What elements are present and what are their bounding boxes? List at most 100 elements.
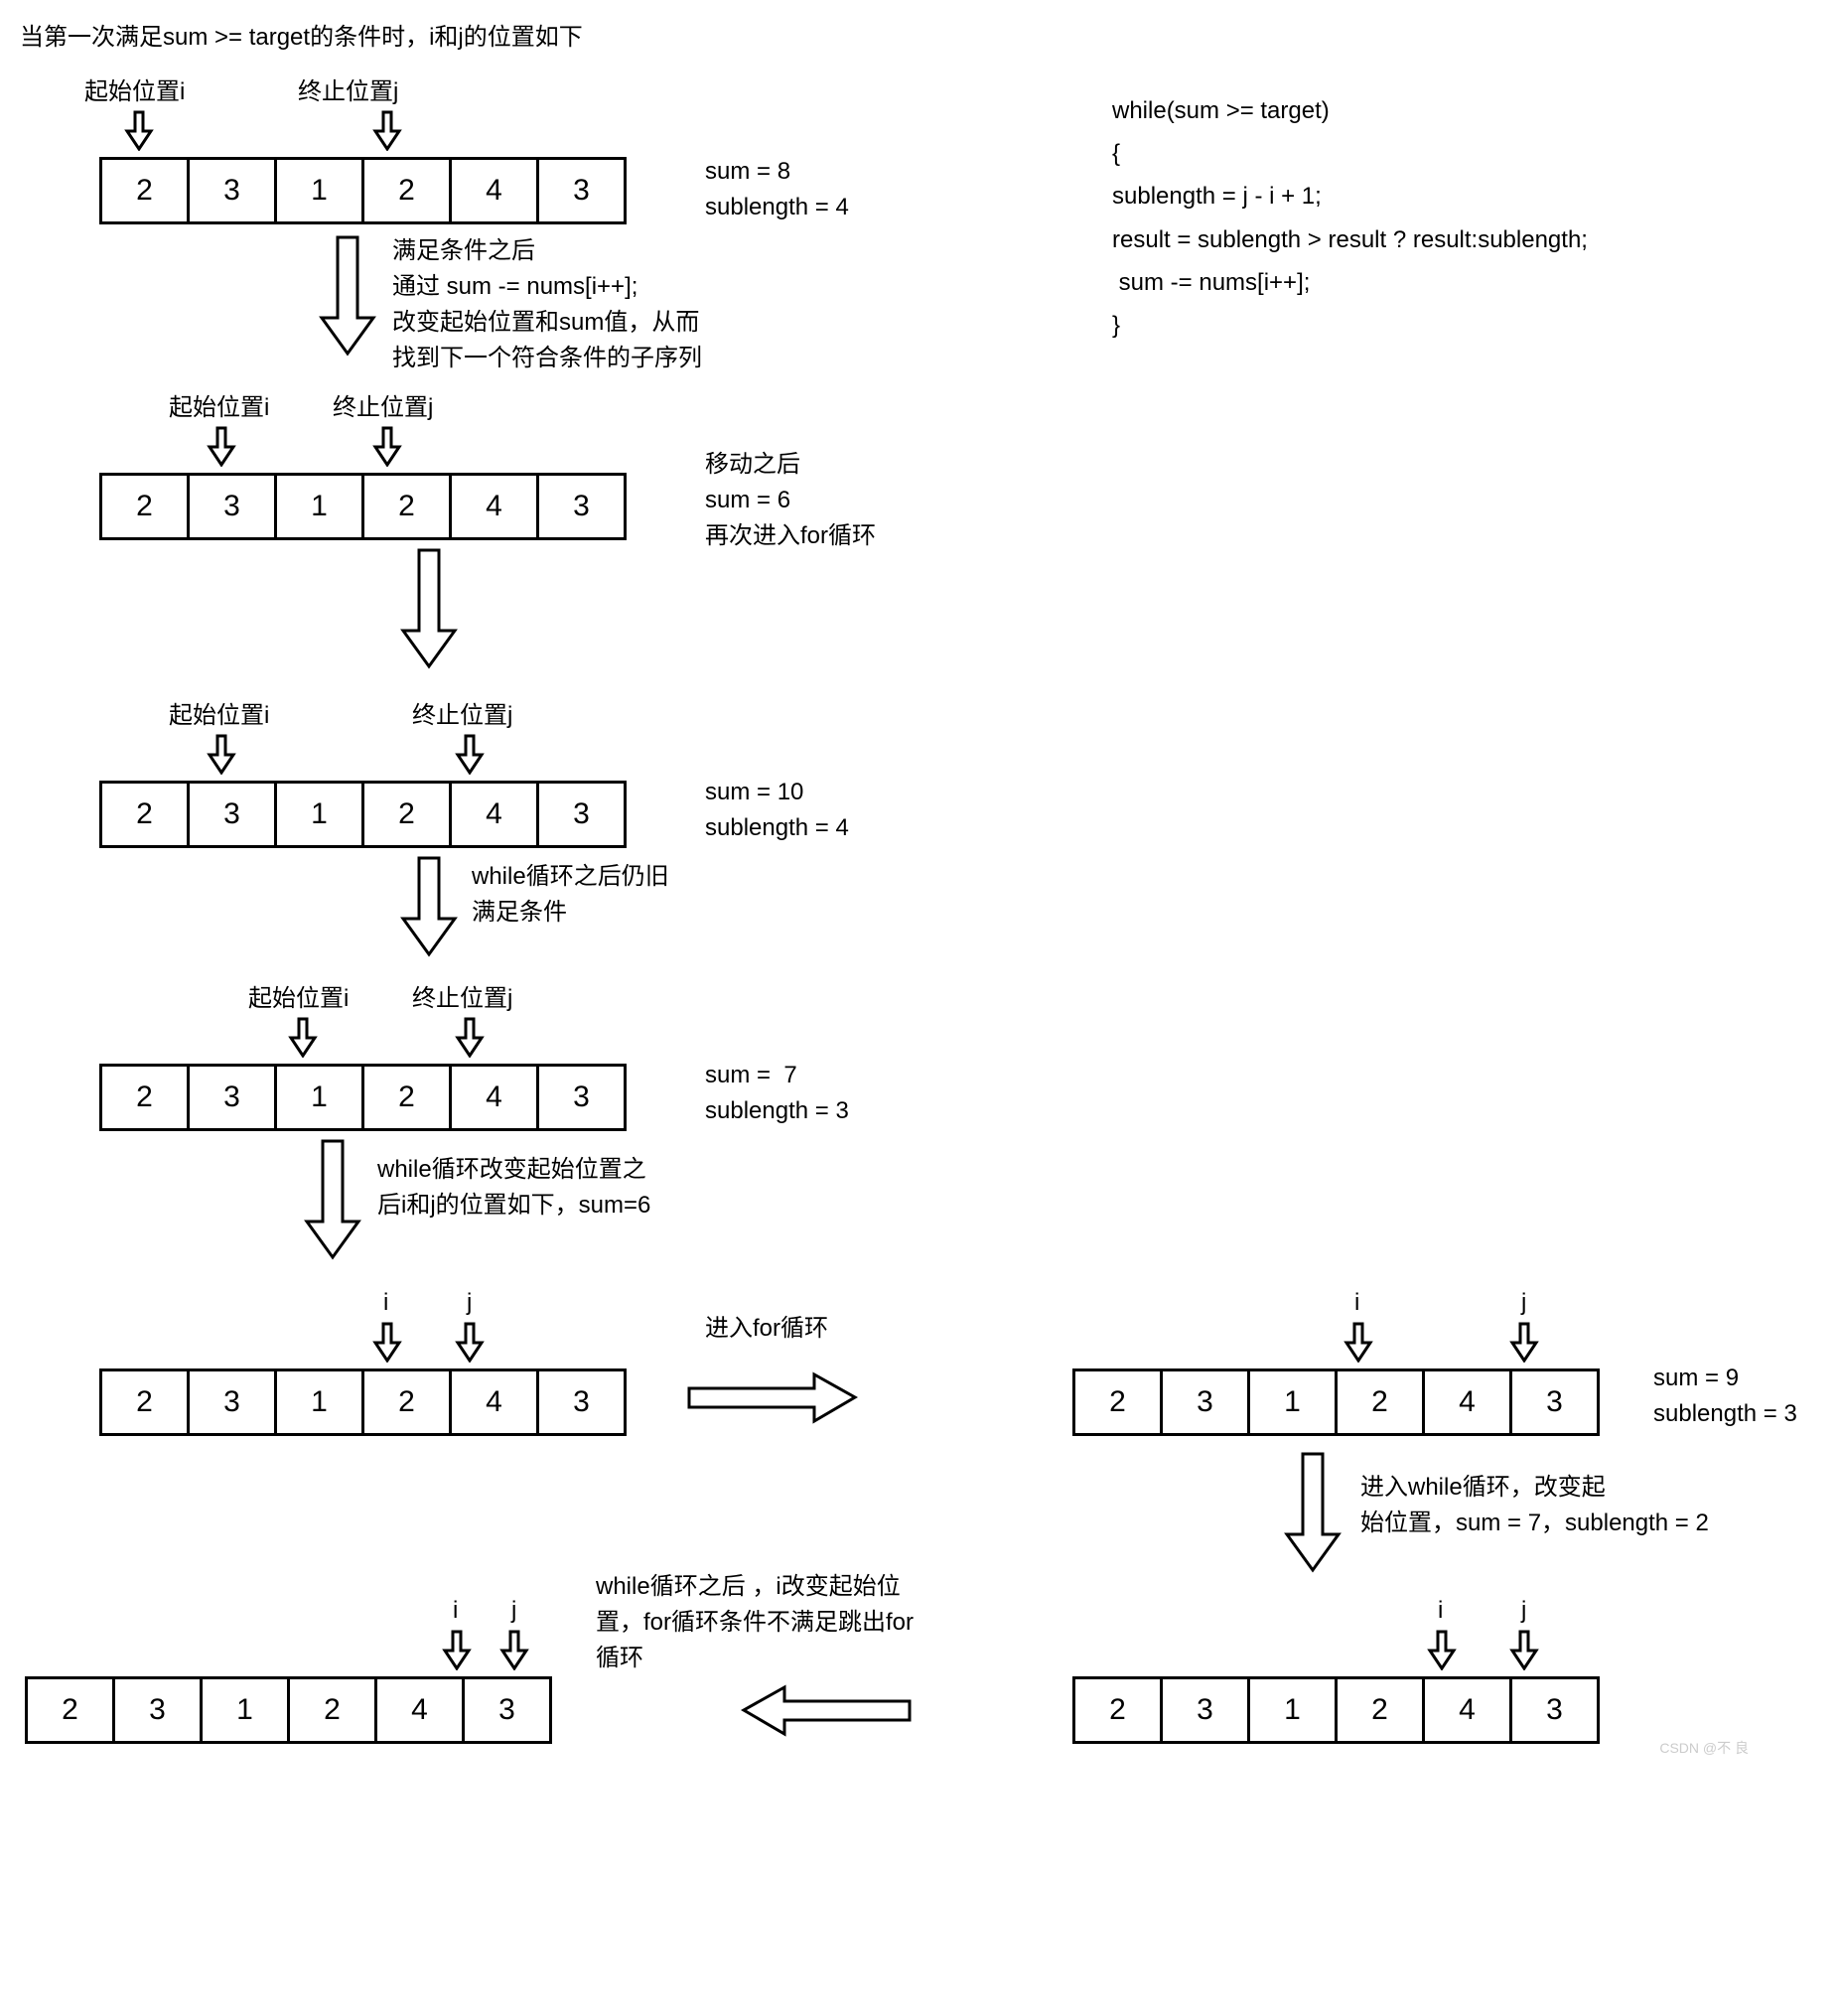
pointer-i-label: 起始位置i [248, 978, 349, 1013]
array-cell: 2 [287, 1676, 377, 1744]
array-cell: 2 [361, 157, 452, 224]
array-cell: 3 [187, 473, 277, 540]
pointer-j-label: 终止位置j [298, 72, 398, 106]
array-cell: 2 [1072, 1368, 1163, 1436]
array-row: 231243 [99, 473, 627, 540]
transition-text: 满足条件之后 通过 sum -= nums[i++]; 改变起始位置和sum值，… [392, 233, 702, 376]
array-cell: 3 [187, 157, 277, 224]
array-cell: 4 [449, 1368, 539, 1436]
pointer-j-label: 终止位置j [412, 695, 512, 730]
down-arrow-icon [455, 1016, 485, 1058]
array-cell: 2 [361, 781, 452, 848]
down-arrow-icon [207, 733, 236, 775]
transition-text: while循环之后 ，i改变起始位 置，for循环条件不满足跳出for 循环 [596, 1569, 914, 1676]
array-cell: 3 [536, 1368, 627, 1436]
header-text: 当第一次满足sum >= target的条件时，i和j的位置如下 [20, 20, 583, 56]
array-cell: 4 [449, 781, 539, 848]
down-arrow-icon [303, 1137, 362, 1261]
down-arrow-icon [442, 1629, 472, 1670]
code-block: while(sum >= target) { sublength = j - i… [1112, 89, 1588, 347]
array-cell: 3 [462, 1676, 552, 1744]
array-row: 231243 [1072, 1676, 1600, 1744]
array-cell: 1 [274, 473, 364, 540]
array-cell: 4 [374, 1676, 465, 1744]
array-row: 231243 [99, 1368, 627, 1436]
pointer-j-label: 终止位置j [333, 387, 433, 422]
array-row: 231243 [99, 1064, 627, 1131]
array-cell: 1 [1247, 1676, 1338, 1744]
pointer-j-label: j [467, 1289, 472, 1317]
pointer-i-label: i [1438, 1597, 1443, 1625]
side-text: sum = 9 sublength = 3 [1653, 1361, 1797, 1432]
array-cell: 2 [361, 1064, 452, 1131]
array-cell: 2 [1335, 1368, 1425, 1436]
left-arrow-icon [740, 1683, 914, 1738]
array-cell: 2 [99, 1064, 190, 1131]
array-cell: 4 [449, 1064, 539, 1131]
down-arrow-icon [399, 546, 459, 670]
array-cell: 1 [200, 1676, 290, 1744]
array-cell: 3 [536, 1064, 627, 1131]
array-cell: 3 [1509, 1368, 1600, 1436]
pointer-i-label: 起始位置i [169, 387, 269, 422]
array-cell: 4 [1422, 1676, 1512, 1744]
pointer-j-label: j [511, 1597, 516, 1625]
array-cell: 1 [274, 1064, 364, 1131]
transition-text: 进入while循环，改变起 始位置，sum = 7，sublength = 2 [1360, 1470, 1709, 1541]
array-cell: 2 [99, 1368, 190, 1436]
transition-text: while循环改变起始位置之 后i和j的位置如下，sum=6 [377, 1152, 650, 1224]
array-cell: 3 [112, 1676, 203, 1744]
down-arrow-icon [288, 1016, 318, 1058]
array-cell: 3 [1160, 1368, 1250, 1436]
array-cell: 1 [274, 1368, 364, 1436]
array-row: 231243 [25, 1676, 552, 1744]
array-cell: 3 [536, 781, 627, 848]
pointer-j-label: 终止位置j [412, 978, 512, 1013]
down-arrow-icon [372, 1321, 402, 1363]
array-cell: 3 [187, 1368, 277, 1436]
array-cell: 2 [1335, 1676, 1425, 1744]
pointer-j-label: j [1521, 1289, 1526, 1317]
down-arrow-icon [455, 733, 485, 775]
side-text: 移动之后 sum = 6 再次进入for循环 [705, 447, 876, 554]
pointer-i-label: i [453, 1597, 458, 1625]
down-arrow-icon [499, 1629, 529, 1670]
down-arrow-icon [1343, 1321, 1373, 1363]
array-cell: 2 [361, 473, 452, 540]
array-cell: 3 [1509, 1676, 1600, 1744]
down-arrow-icon [318, 233, 377, 358]
pointer-i-label: 起始位置i [84, 72, 185, 106]
down-arrow-icon [1283, 1450, 1343, 1574]
down-arrow-icon [399, 854, 459, 958]
down-arrow-icon [372, 109, 402, 151]
array-cell: 2 [25, 1676, 115, 1744]
array-cell: 4 [449, 157, 539, 224]
side-text: sum = 7 sublength = 3 [705, 1058, 849, 1129]
array-cell: 1 [274, 157, 364, 224]
array-cell: 2 [99, 473, 190, 540]
side-text: sum = 8 sublength = 4 [705, 154, 849, 225]
array-cell: 3 [187, 781, 277, 848]
array-cell: 1 [1247, 1368, 1338, 1436]
array-cell: 3 [187, 1064, 277, 1131]
transition-text: 进入for循环 [705, 1311, 828, 1347]
pointer-i-label: i [1354, 1289, 1359, 1317]
array-cell: 4 [449, 473, 539, 540]
array-row: 231243 [99, 781, 627, 848]
array-cell: 3 [536, 157, 627, 224]
pointer-i-label: 起始位置i [169, 695, 269, 730]
watermark: CSDN @不 良 [1659, 1738, 1749, 1758]
transition-text: while循环之后仍旧 满足条件 [472, 859, 669, 931]
side-text: sum = 10 sublength = 4 [705, 775, 849, 846]
pointer-i-label: i [383, 1289, 388, 1317]
array-row: 231243 [1072, 1368, 1600, 1436]
array-cell: 2 [99, 781, 190, 848]
array-row: 231243 [99, 157, 627, 224]
array-cell: 3 [1160, 1676, 1250, 1744]
right-arrow-icon [685, 1370, 859, 1425]
down-arrow-icon [124, 109, 154, 151]
array-cell: 2 [99, 157, 190, 224]
pointer-j-label: j [1521, 1597, 1526, 1625]
down-arrow-icon [207, 425, 236, 467]
array-cell: 2 [361, 1368, 452, 1436]
